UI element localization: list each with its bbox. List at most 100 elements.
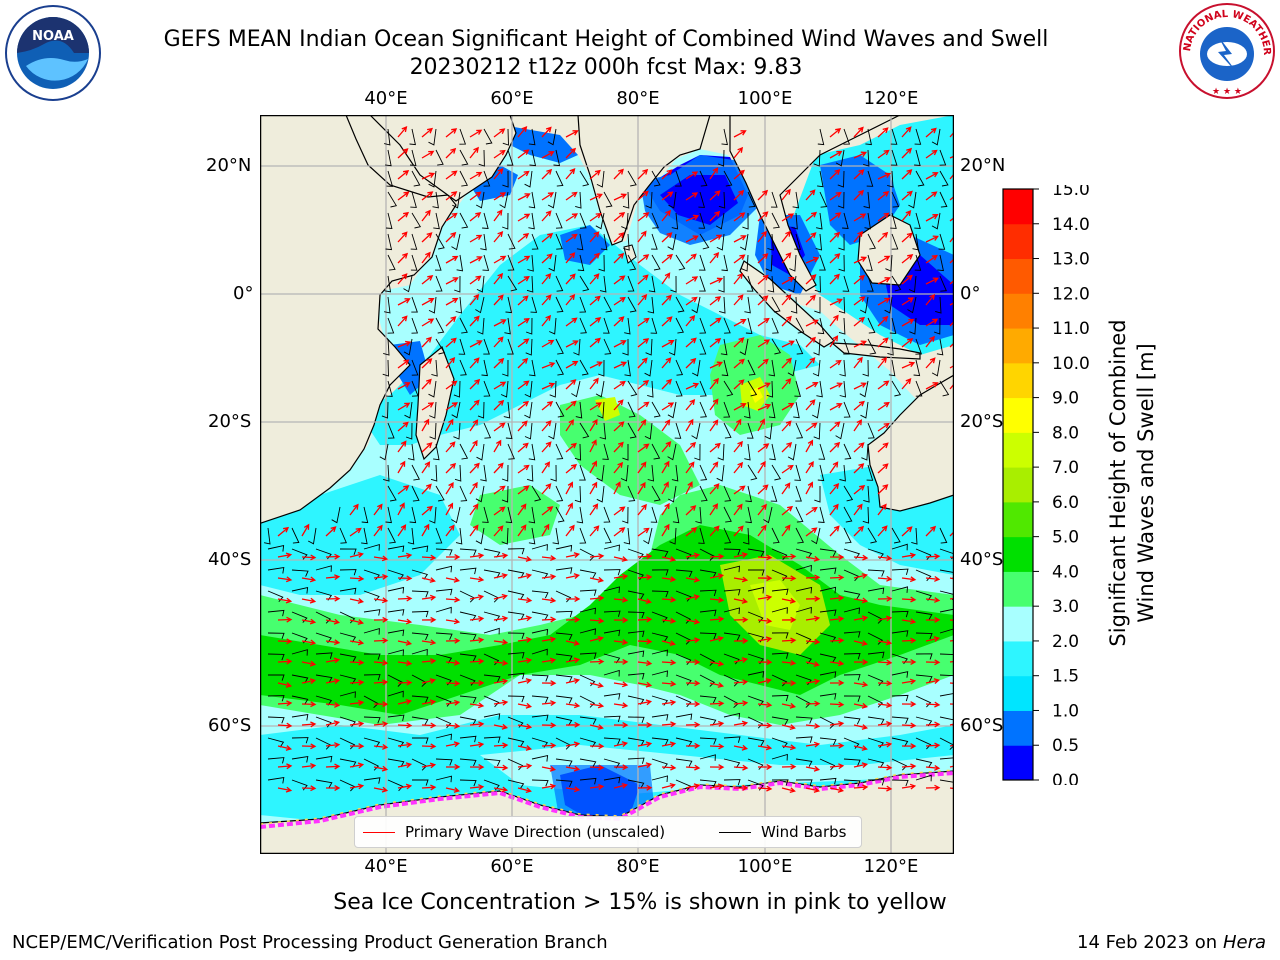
wind-barb [865, 128, 872, 146]
wind-barb [475, 527, 485, 545]
wave-direction-arrow [925, 678, 941, 684]
wind-barb [915, 653, 933, 660]
wave-direction-arrow [589, 503, 599, 516]
wave-direction-arrow [757, 678, 772, 684]
wind-barb [813, 149, 821, 167]
wave-direction-arrow [709, 483, 720, 495]
wind-barb [459, 779, 477, 787]
wave-direction-arrow [733, 189, 745, 201]
wind-barb [387, 422, 395, 439]
wind-barb [839, 359, 846, 377]
wind-barb [723, 632, 741, 641]
wave-direction-arrow [421, 191, 434, 201]
wave-direction-arrow [637, 212, 650, 222]
wind-barb [795, 422, 804, 439]
wind-barb [891, 694, 909, 702]
wave-direction-arrow [565, 379, 577, 390]
wind-barb [507, 443, 515, 460]
wave-direction-arrow [853, 525, 865, 537]
wind-barb [939, 380, 950, 397]
wave-direction-arrow [373, 503, 383, 516]
wave-direction-arrow [877, 680, 893, 687]
wind-barb [483, 758, 501, 767]
wave-direction-arrow [949, 169, 954, 180]
wind-barb [579, 296, 587, 313]
colorbar-band [1003, 675, 1033, 711]
wave-direction-arrow [685, 171, 699, 180]
wave-direction-arrow [709, 167, 719, 180]
colorbar-tick-label: 7.0 [1052, 458, 1079, 478]
wind-barb [627, 779, 645, 789]
wave-direction-arrow [661, 721, 677, 728]
wave-direction-arrow [733, 461, 744, 474]
wind-barb [723, 712, 741, 720]
wave-direction-arrow [949, 619, 954, 621]
wave-direction-arrow [445, 337, 457, 348]
wave-direction-arrow [901, 637, 917, 644]
wind-barb [435, 485, 445, 502]
wave-direction-arrow [685, 618, 701, 625]
wave-direction-arrow [589, 682, 604, 689]
wave-direction-arrow [517, 213, 531, 222]
wind-barb [819, 653, 837, 663]
wind-barb [723, 422, 732, 439]
wave-direction-arrow [589, 635, 604, 642]
wind-barb [767, 233, 774, 251]
wave-direction-arrow [349, 720, 365, 727]
wave-direction-arrow [853, 702, 869, 709]
wind-barb [723, 589, 741, 596]
wave-direction-arrow [637, 419, 647, 432]
wave-direction-arrow [661, 232, 673, 243]
wind-barb [483, 569, 501, 579]
wave-direction-arrow [445, 637, 461, 644]
wave-direction-arrow [541, 680, 557, 687]
wind-barb [891, 671, 909, 678]
wave-direction-arrow [469, 399, 480, 411]
wave-direction-arrow [733, 294, 744, 306]
colorbar-band [1003, 328, 1033, 364]
wind-barb [747, 191, 756, 208]
wind-barb [459, 548, 477, 556]
wave-direction-arrow [565, 502, 573, 516]
wave-direction-arrow [637, 190, 649, 201]
wind-barb [675, 380, 683, 397]
wind-barb [603, 669, 620, 677]
wave-direction-arrow [421, 418, 430, 432]
wind-barb [291, 695, 309, 705]
wave-direction-arrow [661, 596, 677, 603]
wave-direction-arrow [781, 744, 797, 751]
wave-direction-arrow [829, 441, 841, 453]
wave-direction-arrow [685, 552, 701, 559]
wave-direction-arrow [541, 192, 555, 201]
colorbar-band [1003, 293, 1033, 329]
wave-direction-arrow [493, 615, 509, 622]
wind-barb [600, 233, 608, 251]
wind-barb [771, 464, 782, 481]
wind-barb [866, 170, 874, 187]
wind-barb [913, 359, 921, 377]
wind-barb [459, 735, 477, 743]
lon-label-bottom-60e: 60°E [490, 856, 534, 877]
wind-barb [813, 422, 821, 440]
wind-barb [579, 569, 597, 579]
wind-barb [889, 317, 897, 335]
wave-direction-arrow [469, 721, 485, 728]
wave-direction-arrow [469, 439, 478, 453]
wind-barb [529, 149, 537, 167]
wind-barb [843, 653, 861, 660]
wave-direction-arrow [421, 172, 436, 180]
wind-barb [555, 544, 573, 552]
wave-direction-arrow [373, 597, 389, 604]
wave-direction-arrow [637, 784, 653, 791]
wave-direction-arrow [517, 745, 533, 751]
map-panel [260, 115, 954, 854]
wind-barb [788, 275, 797, 293]
wave-direction-arrow [421, 318, 435, 327]
wind-barb [267, 674, 285, 681]
wind-barb [603, 191, 613, 208]
wave-direction-arrow [493, 272, 504, 285]
wind-barb [384, 275, 392, 293]
wave-direction-arrow [853, 784, 869, 791]
wind-barb [483, 736, 501, 743]
wind-barb [501, 527, 509, 545]
